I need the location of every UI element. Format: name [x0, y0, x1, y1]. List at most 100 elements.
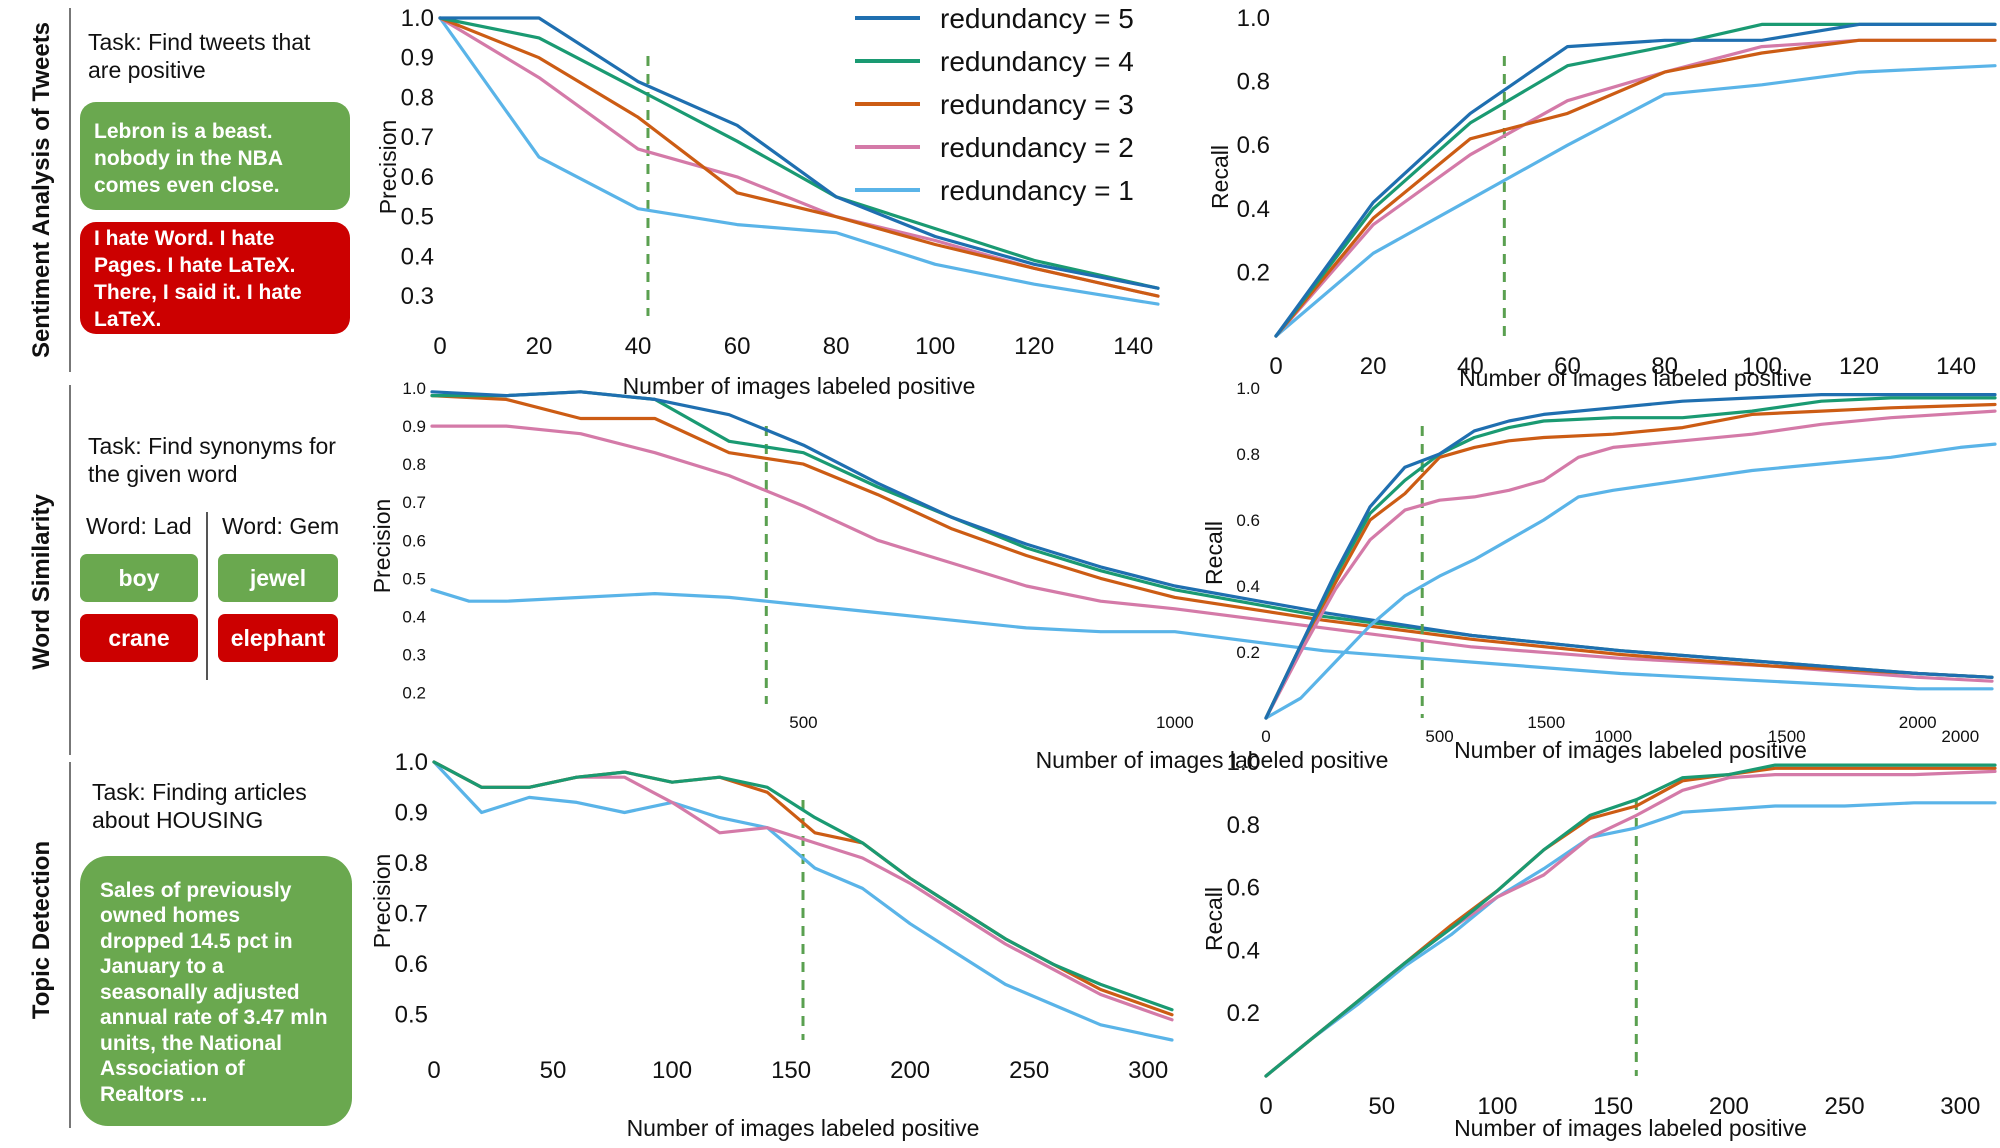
y-tick-label: 1.0	[1227, 749, 1260, 776]
card-line: Association of	[100, 1057, 246, 1080]
task-text-line2: about HOUSING	[92, 807, 263, 833]
x-tick-label: 20	[1360, 353, 1387, 380]
x-axis-label: Number of images labeled positive	[1454, 737, 1807, 763]
row-word-similarity: Word Similarity Task: Find synonyms for …	[28, 385, 339, 755]
legend-label: redundancy = 2	[940, 132, 1134, 163]
chart-sentiment-precision: 0.3 0.4 0.5 0.6 0.7 0.8 0.9 1.0 0 20 40 60 80 100 120 1…	[375, 5, 1160, 399]
row-sentiment: Sentiment Analysis of Tweets Task: Find …	[28, 8, 350, 372]
legend-label: redundancy = 4	[940, 46, 1134, 77]
legend-label: redundancy = 3	[940, 89, 1134, 120]
card-line: units, the National	[100, 1032, 282, 1055]
y-tick-label: 0.7	[395, 901, 428, 928]
y-tick-label: 0.4	[1237, 196, 1270, 223]
y-tick-label: 0.6	[401, 164, 434, 191]
x-tick-label: 140	[1936, 353, 1976, 380]
x-tick-label: 0	[1259, 1093, 1272, 1120]
x-tick-label: 40	[625, 333, 652, 360]
x-tick-label: 100	[915, 333, 955, 360]
word-label: jewel	[249, 565, 306, 591]
x-tick-label: 60	[1554, 353, 1581, 380]
card-line: Pages. I hate LaTeX.	[94, 254, 296, 277]
word-header-gem: Word: Gem	[222, 513, 339, 539]
series-line	[1264, 769, 1997, 1078]
chart-word-recall: 0.2 0.4 0.6 0.8 1.0 0 500 1000 1500 2000 Number of…	[1201, 379, 1997, 763]
y-tick-label: 0.8	[1237, 69, 1270, 96]
y-axis-label: Precision	[369, 499, 395, 594]
y-tick-label: 0.6	[1227, 875, 1260, 902]
y-tick-label: 1.0	[1237, 5, 1270, 32]
y-axis-label: Recall	[1207, 145, 1233, 209]
chart-sentiment-recall: 0.2 0.4 0.6 0.8 1.0 0 20 40 60 80 100 120 140 Number …	[1207, 5, 1997, 391]
x-tick-label: 0	[1269, 353, 1282, 380]
x-tick-label: 200	[890, 1057, 930, 1084]
y-tick-label: 0.7	[401, 124, 434, 151]
series-line	[1264, 442, 1997, 720]
y-tick-label: 0.6	[395, 951, 428, 978]
task-text-line2: the given word	[88, 461, 238, 487]
chart-topic-precision: 0.5 0.6 0.7 0.8 0.9 1.0 0 50 100 150 200 250 300 Numb…	[369, 749, 1174, 1141]
series-line	[1264, 763, 1997, 1078]
x-axis-label: Number of images labeled positive	[1459, 365, 1812, 391]
series-line	[430, 390, 1994, 679]
x-tick-label: 250	[1825, 1093, 1865, 1120]
card-line: Realtors ...	[100, 1083, 207, 1106]
y-tick-label: 0.6	[1236, 511, 1260, 530]
y-tick-label: 0.7	[402, 493, 426, 512]
x-tick-label: 0	[427, 1057, 440, 1084]
card-line: Lebron is a beast.	[94, 120, 273, 143]
row-topic-detection: Topic Detection Task: Finding articles a…	[28, 762, 352, 1128]
x-tick-label: 1000	[1594, 727, 1632, 746]
x-tick-label: 150	[771, 1057, 811, 1084]
y-axis-label: Recall	[1201, 887, 1227, 951]
y-axis-label: Precision	[369, 854, 395, 949]
series-line	[430, 424, 1994, 683]
series-line	[430, 588, 1994, 691]
y-tick-label: 1.0	[402, 379, 426, 398]
series-line	[1264, 402, 1997, 720]
x-tick-label: 120	[1014, 333, 1054, 360]
x-axis-label: Number of images labeled positive	[1454, 1115, 1807, 1141]
card-line: seasonally adjusted	[100, 981, 300, 1004]
y-tick-label: 0.5	[402, 569, 426, 588]
series-line	[438, 16, 1160, 298]
x-tick-label: 120	[1839, 353, 1879, 380]
card-line: LaTeX.	[94, 308, 161, 331]
negative-word-elephant	[218, 614, 338, 662]
y-tick-label: 0.2	[1236, 643, 1260, 662]
x-axis-label: Number of images labeled positive	[627, 1115, 980, 1141]
y-tick-label: 0.3	[402, 646, 426, 665]
card-line: owned homes	[100, 904, 240, 927]
y-tick-label: 0.5	[395, 1002, 428, 1029]
x-tick-label: 80	[1651, 353, 1678, 380]
x-tick-label: 0	[433, 333, 446, 360]
card-line: dropped 14.5 pct in	[100, 930, 293, 953]
series-line	[1274, 38, 1997, 338]
series-line	[432, 760, 1174, 1012]
y-tick-label: 0.9	[401, 45, 434, 72]
y-tick-label: 0.9	[395, 800, 428, 827]
y-axis-label: Recall	[1201, 521, 1227, 585]
y-axis-label: Precision	[375, 120, 401, 215]
card-line: nobody in the NBA	[94, 147, 283, 170]
y-tick-label: 0.2	[1227, 1000, 1260, 1027]
series-line	[1274, 22, 1997, 338]
x-tick-label: 0	[1261, 727, 1270, 746]
series-line	[438, 16, 1160, 290]
chart-word-precision: 0.2 0.3 0.4 0.5 0.6 0.7 0.8 0.9 1.0 500 1000 1500 20…	[369, 379, 1994, 773]
row-title-word-similarity: Word Similarity	[28, 494, 55, 670]
word-header-lad: Word: Lad	[86, 513, 192, 539]
x-tick-label: 100	[1477, 1093, 1517, 1120]
card-line: comes even close.	[94, 174, 280, 197]
x-tick-label: 250	[1009, 1057, 1049, 1084]
series-line	[1274, 64, 1997, 338]
x-axis-label: Number of images labeled positive	[623, 373, 976, 399]
x-tick-label: 300	[1128, 1057, 1168, 1084]
series-line	[1274, 22, 1997, 338]
x-tick-label: 140	[1113, 333, 1153, 360]
x-tick-label: 200	[1709, 1093, 1749, 1120]
y-tick-label: 0.4	[402, 607, 426, 626]
series-line	[438, 16, 1160, 290]
series-line	[1264, 393, 1997, 720]
y-tick-label: 0.8	[1227, 812, 1260, 839]
task-text-line1: Task: Find synonyms for	[88, 433, 336, 459]
